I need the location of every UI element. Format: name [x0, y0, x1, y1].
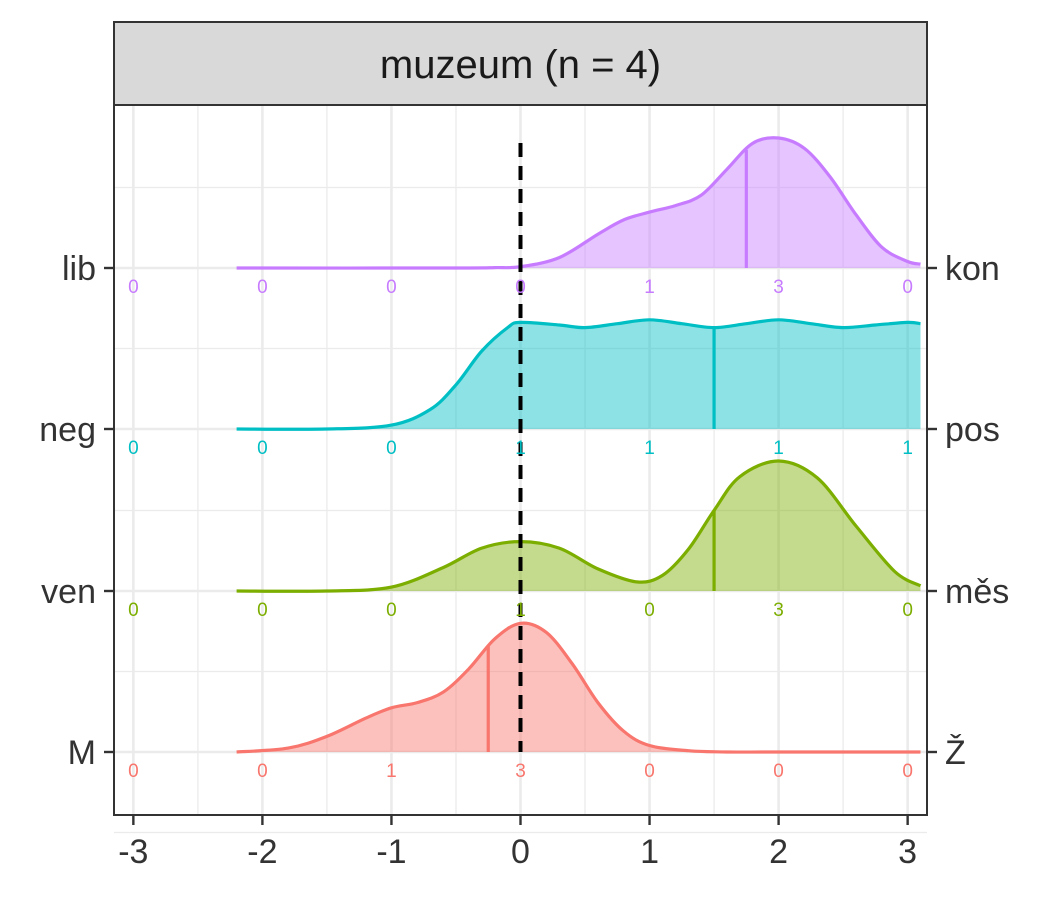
y-left-tick-label: neg — [39, 411, 96, 449]
count-label: 1 — [773, 438, 784, 459]
ridge-2 — [236, 459, 922, 593]
count-label: 0 — [257, 277, 268, 298]
ridge-1 — [236, 621, 921, 754]
count-label: 1 — [515, 600, 526, 621]
count-label: 0 — [902, 600, 913, 621]
count-label: 0 — [257, 600, 268, 621]
count-label: 0 — [128, 761, 139, 782]
count-label: 3 — [515, 761, 526, 782]
count-label: 1 — [386, 761, 397, 782]
count-label: 0 — [257, 761, 268, 782]
density-area — [236, 623, 921, 753]
count-label: 3 — [773, 600, 784, 621]
density-line — [236, 459, 922, 593]
x-tick-label: -1 — [376, 833, 406, 871]
ridge-4 — [236, 136, 921, 270]
count-label: 0 — [515, 277, 526, 298]
y-right-tick-label: pos — [945, 411, 1000, 449]
ridge-3 — [236, 318, 921, 431]
count-label: 0 — [644, 600, 655, 621]
count-label: 0 — [386, 438, 397, 459]
density-area — [236, 137, 921, 269]
count-label: 0 — [386, 600, 397, 621]
x-axis: -3 -2 -1 0 1 2 3 — [118, 815, 917, 871]
density-line — [236, 136, 921, 270]
facet-strip: muzeum (n = 4) — [113, 21, 928, 106]
density-line — [236, 621, 921, 754]
count-label: 0 — [773, 761, 784, 782]
count-labels: 0 0 1 3 0 0 0 0 0 0 1 0 3 0 0 0 0 1 1 1 1 0 0 0 0 1 3 0 — [128, 277, 913, 782]
count-label: 0 — [386, 277, 397, 298]
facet-strip-title: muzeum (n = 4) — [380, 43, 661, 87]
count-label: 0 — [128, 438, 139, 459]
x-tick-label: 2 — [769, 833, 788, 871]
count-label: 0 — [644, 761, 655, 782]
count-label: 0 — [902, 277, 913, 298]
count-label: 0 — [128, 600, 139, 621]
count-label: 1 — [902, 438, 913, 459]
count-label: 0 — [128, 277, 139, 298]
x-tick-label: 1 — [640, 833, 659, 871]
count-label: 0 — [902, 761, 913, 782]
count-label: 1 — [644, 277, 655, 298]
count-label: 1 — [644, 438, 655, 459]
count-label: 1 — [515, 438, 526, 459]
density-ridges — [236, 136, 922, 754]
y-left-tick-label: lib — [62, 250, 96, 288]
count-label: 0 — [257, 438, 268, 459]
density-line — [236, 318, 921, 431]
x-tick-label: 3 — [898, 833, 917, 871]
y-right-tick-label: měs — [945, 573, 1009, 611]
facet-strip-background — [113, 21, 928, 106]
y-left-tick-label: M — [68, 734, 96, 772]
y-right-tick-label: kon — [945, 250, 1000, 288]
density-area — [236, 460, 921, 592]
x-tick-label: 0 — [511, 833, 530, 871]
density-area — [236, 319, 921, 430]
y-left-tick-label: ven — [41, 573, 96, 611]
count-label: 3 — [773, 277, 784, 298]
x-tick-label: -3 — [118, 833, 148, 871]
y-right-tick-label: Ž — [945, 734, 966, 772]
x-tick-label: -2 — [247, 833, 277, 871]
